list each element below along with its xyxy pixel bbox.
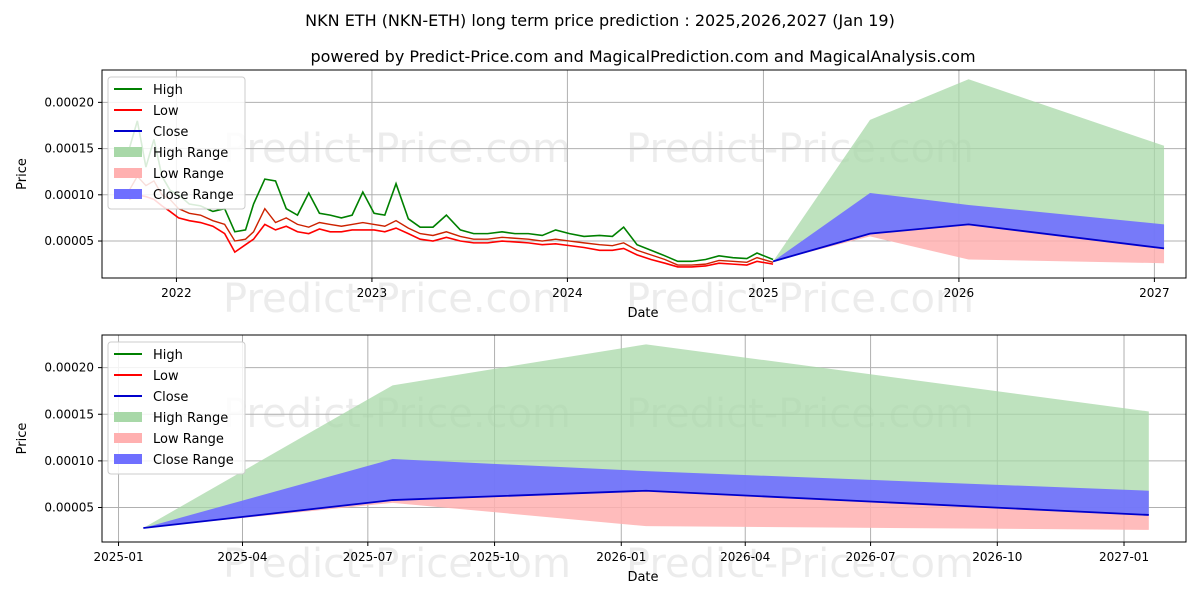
x-tick-label: 2027-01	[1099, 550, 1149, 564]
watermark: Predict-Price.com	[223, 541, 571, 587]
chart-subtitle: powered by Predict-Price.com and Magical…	[310, 47, 975, 66]
legend-swatch	[114, 454, 142, 464]
legend-label: Low	[153, 369, 179, 384]
y-axis-label: Price	[15, 423, 30, 455]
watermark: Predict-Price.com	[626, 541, 974, 587]
legend-label: Low Range	[153, 167, 224, 182]
legend-label: Close	[153, 390, 188, 405]
y-tick-label: 0.00005	[44, 234, 94, 248]
x-tick-label: 2027	[1139, 286, 1170, 300]
chart-title: NKN ETH (NKN-ETH) long term price predic…	[305, 11, 895, 30]
y-tick-label: 0.00020	[44, 361, 94, 375]
legend-label: Close Range	[153, 188, 234, 203]
top-panel: Predict-Price.com Predict-Price.comPredic…	[15, 69, 1187, 322]
legend-swatch	[114, 189, 142, 199]
y-tick-label: 0.00020	[44, 95, 94, 109]
legend-label: Close Range	[153, 453, 234, 468]
low-line	[128, 193, 774, 268]
legend-label: Low	[153, 104, 179, 119]
history-close-line	[128, 175, 774, 266]
close-range-area	[773, 192, 1165, 262]
x-tick-label: 2025-01	[93, 550, 143, 564]
legend-label: High Range	[153, 411, 228, 426]
legend-swatch	[114, 412, 142, 422]
x-tick-label: 2024	[552, 286, 583, 300]
x-axis-label: Date	[627, 570, 658, 585]
legend-box	[107, 341, 246, 475]
watermark: Predict-Price.com	[223, 276, 571, 322]
y-tick-label: 0.00005	[44, 501, 94, 515]
x-tick-label: 2025-07	[343, 550, 393, 564]
close-range-area	[143, 459, 1149, 529]
x-tick-label: 2026-01	[596, 550, 646, 564]
x-tick-label: 2022	[161, 286, 192, 300]
legend-label: High	[153, 83, 183, 98]
legend-label: High Range	[153, 146, 228, 161]
plot-area	[143, 344, 1149, 530]
close-line	[772, 223, 1165, 263]
watermark: Predict-Price.com	[626, 276, 974, 322]
legend-label: Close	[153, 125, 188, 140]
legend-box	[107, 76, 246, 210]
legend-swatch	[114, 147, 142, 157]
y-tick-label: 0.00010	[44, 454, 94, 468]
x-tick-label: 2026-04	[720, 550, 770, 564]
x-tick-label: 2025-04	[217, 550, 267, 564]
x-tick-label: 2023	[357, 286, 388, 300]
x-tick-label: 2026-07	[846, 550, 896, 564]
y-tick-label: 0.00010	[44, 188, 94, 202]
x-tick-label: 2026	[944, 286, 975, 300]
plot-frame	[101, 69, 1187, 279]
y-tick-label: 0.00015	[44, 407, 94, 421]
plot-frame	[101, 334, 1187, 543]
high-line	[128, 120, 774, 263]
x-axis-label: Date	[627, 306, 658, 321]
bottom-panel: Predict-Price.comPredict-Price.comPredic…	[15, 334, 1187, 587]
legend-label: High	[153, 348, 183, 363]
legend-swatch	[114, 433, 142, 443]
y-axis-label: Price	[15, 158, 30, 190]
legend-swatch	[114, 168, 142, 178]
legend-label: Low Range	[153, 432, 224, 447]
x-tick-label: 2026-10	[972, 550, 1022, 564]
x-tick-label: 2025	[748, 286, 779, 300]
plot-area	[128, 79, 1165, 268]
close-line	[143, 489, 1149, 529]
y-tick-label: 0.00015	[44, 142, 94, 156]
x-tick-label: 2025-10	[469, 550, 519, 564]
